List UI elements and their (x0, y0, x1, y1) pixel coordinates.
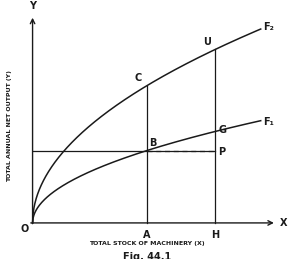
Text: TOTAL ANNUAL NET OUTPUT (Y): TOTAL ANNUAL NET OUTPUT (Y) (7, 70, 12, 182)
Text: P: P (219, 147, 226, 157)
Text: C: C (135, 73, 142, 83)
Text: Fig. 44.1: Fig. 44.1 (123, 252, 171, 259)
Text: B: B (149, 138, 156, 148)
Text: F₂: F₂ (263, 22, 274, 32)
Text: U: U (203, 37, 210, 47)
Text: F₁: F₁ (263, 117, 274, 127)
Text: O: O (20, 224, 29, 234)
Text: H: H (211, 230, 219, 240)
Text: G: G (219, 125, 226, 135)
Text: Y: Y (29, 1, 36, 11)
Text: A: A (143, 230, 150, 240)
Text: TOTAL STOCK OF MACHINERY (X): TOTAL STOCK OF MACHINERY (X) (89, 241, 205, 246)
Text: X: X (280, 218, 288, 228)
